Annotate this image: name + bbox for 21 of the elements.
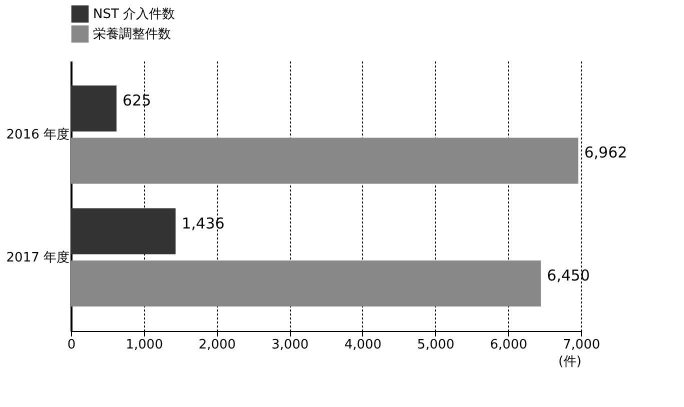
x-tick-label: 2,000 xyxy=(198,338,236,352)
bar xyxy=(71,260,541,306)
data-label: 6,962 xyxy=(584,144,628,162)
x-tick-label: 6,000 xyxy=(490,338,528,352)
legend-label: 栄養調整件数 xyxy=(93,27,171,42)
legend-label: NST 介入件数 xyxy=(93,7,176,22)
x-tick-label: 0 xyxy=(67,338,76,352)
bar xyxy=(71,208,176,254)
x-tick-label: 4,000 xyxy=(344,338,382,352)
data-label: 1,436 xyxy=(182,214,225,232)
data-label: 625 xyxy=(122,92,152,110)
data-label: 6,450 xyxy=(546,266,590,284)
y-tick-label: 2016 年度 xyxy=(6,126,70,143)
x-tick-label: 1,000 xyxy=(126,338,163,352)
y-tick-label: 2017 年度 xyxy=(6,249,70,266)
x-tick-label: 7,000 xyxy=(562,338,600,352)
x-axis-title: (件) xyxy=(558,354,582,370)
bar xyxy=(71,86,117,132)
bar xyxy=(71,138,578,184)
x-tick-label: 5,000 xyxy=(417,338,454,352)
x-tick-label: 3,000 xyxy=(271,338,309,352)
